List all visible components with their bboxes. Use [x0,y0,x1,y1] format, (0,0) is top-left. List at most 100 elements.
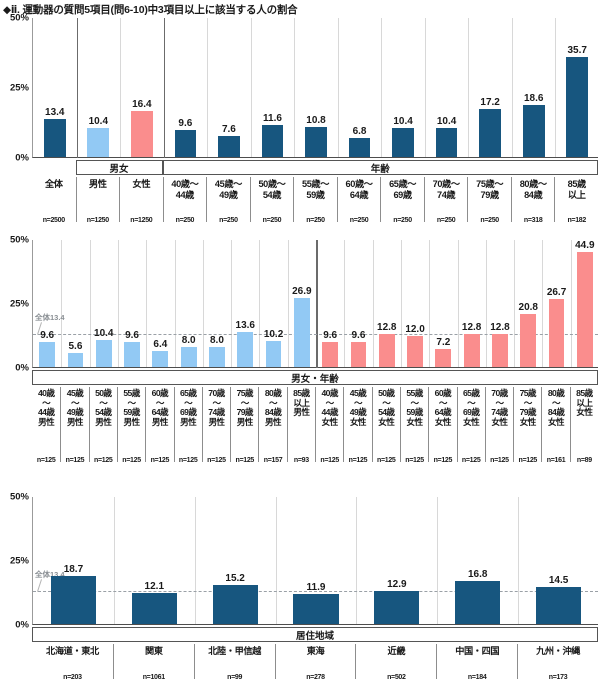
category-label: 70歳～ 74歳 女性 [491,388,508,427]
x-axis-category: 75歳～ 79歳 女性 n=125 [513,387,541,464]
category-label: 40歳～ 44歳 男性 [37,388,55,427]
bar-value-label: 5.6 [68,340,83,352]
reference-leader-line [37,578,42,592]
bar [87,127,110,157]
bar [218,135,240,157]
x-axis-category: 男性 n=1250 [75,177,120,224]
page-title: ◆ⅱ. 運動器の質問5項目(問6-10)中3項目以上に該当する人の割合 [3,4,298,16]
bar [305,126,327,157]
x-axis-category: 75歳～ 79歳 n=250 [467,177,511,224]
x-axis-category: 関東 n=1061 [112,644,194,681]
x-axis-category: 45歳～ 49歳 n=250 [206,177,250,224]
x-axis-band: 居住地域 [32,627,598,642]
bar-value-label: 13.6 [235,320,255,332]
x-axis-category: 85歳 以上 n=182 [554,177,598,224]
x-axis-category: 東海 n=278 [274,644,356,681]
bar [180,346,197,367]
category-label: 65歳～ 69歳 女性 [462,388,480,427]
bar-value-label: 26.9 [292,286,312,298]
x-axis-category: 40歳～ 44歳 n=250 [162,177,207,224]
sample-size-label: n=161 [546,457,566,464]
bar-value-label: 9.6 [351,330,366,342]
y-axis-tick: 25% [9,555,29,567]
category-label: 40歳～ 44歳 女性 [321,388,338,427]
category-label: 75歳～ 79歳 [476,179,504,200]
sample-size-label: n=99 [227,674,243,681]
x-axis-category: 70歳～ 74歳 n=250 [423,177,468,224]
sample-size-label: n=502 [387,674,406,681]
category-label: 全体 [44,179,63,189]
gridline [485,240,487,367]
x-axis-category: 40歳～ 44歳 女性 n=125 [315,387,343,464]
bar [576,252,593,367]
bar-value-label: 8.0 [181,334,196,346]
x-axis-category: 85歳 以上 女性 n=89 [569,387,598,464]
category-label: 80歳～ 84歳 [519,179,547,200]
bar-value-label: 11.9 [306,581,326,593]
sample-size-label: n=250 [262,217,282,224]
category-label: 85歳 以上 男性 [293,388,310,418]
category-label: 55歳～ 59歳 [301,179,329,200]
x-axis-category: 九州・沖縄 n=173 [517,644,598,681]
gridline [400,240,402,367]
bar [43,119,66,157]
x-axis-category: 近畿 n=502 [355,644,436,681]
bar [174,130,197,157]
category-label: 60歳～ 64歳 女性 [434,388,452,427]
sample-size-label: n=203 [63,674,82,681]
x-axis-category: 85歳 以上 男性 n=93 [286,387,315,464]
chart-region: 0% 25% 50% 全体13.4 18.7 12.1 15.2 11.9 12.9 16.8 14… [0,492,600,695]
bar [374,590,420,624]
bar [348,137,371,157]
gridline [570,240,572,367]
sample-size-label: n=125 [461,457,481,464]
bar [520,313,537,367]
x-axis-category: 65歳～ 69歳 男性 n=125 [173,387,202,464]
bar [566,57,589,157]
category-label: 45歳～ 49歳 女性 [349,388,367,427]
x-axis-category: 60歳～ 64歳 n=250 [336,177,381,224]
bar [50,576,97,624]
gridline [117,240,119,367]
y-axis: 0% 25% 50% [0,235,32,374]
plot-canvas: 13.4 10.4 16.4 9.6 7.6 11.6 10.8 6.8 10.4 10.4 17.… [32,18,598,158]
bar [39,342,56,367]
bar-value-label: 12.1 [144,581,165,593]
sample-size-label: n=125 [93,457,113,464]
bar-value-label: 35.7 [567,45,587,57]
bar-value-label: 10.8 [306,114,326,126]
sample-size-label: n=125 [376,457,396,464]
bar-value-label: 8.0 [209,334,224,346]
bar [350,342,367,367]
bar-value-label: 26.7 [546,286,567,298]
category-label: 男性 [89,179,107,189]
x-axis: 男女 年齢 全体 n=2500 男性 n=1250 女性 n=1250 40歳～ 44歳 n=250… [32,160,598,224]
bar-value-label: 10.2 [263,328,284,340]
group-separator [316,240,318,368]
bar [131,593,177,624]
x-axis-category: 70歳～ 74歳 女性 n=125 [484,387,513,464]
sample-size-label: n=125 [207,457,226,464]
bar-value-label: 10.4 [94,328,114,340]
bar [67,352,84,367]
gridline [424,18,426,157]
category-label: 九州・沖縄 [536,646,581,656]
bar-value-label: 6.4 [153,338,168,350]
gridline [356,497,358,624]
sample-size-label: n=89 [576,457,592,464]
x-axis-category: 80歳～ 84歳 n=318 [510,177,555,224]
x-axis-category: 50歳～ 54歳 女性 n=125 [371,387,400,464]
gridline [372,240,374,367]
y-axis-tick: 25% [9,82,29,94]
x-axis-category: 45歳～ 49歳 男性 n=125 [60,387,88,464]
bar-value-label: 13.4 [45,107,65,119]
bar [130,111,153,157]
y-axis-tick: 0% [15,152,29,164]
sample-size-label: n=125 [490,457,509,464]
gridline [61,240,63,367]
gridline [294,18,296,157]
category-label: 80歳～ 84歳 女性 [547,388,565,427]
bar [95,340,112,367]
bar-value-label: 10.4 [88,115,109,127]
overall-reference-label: 全体13.4 [35,312,65,322]
